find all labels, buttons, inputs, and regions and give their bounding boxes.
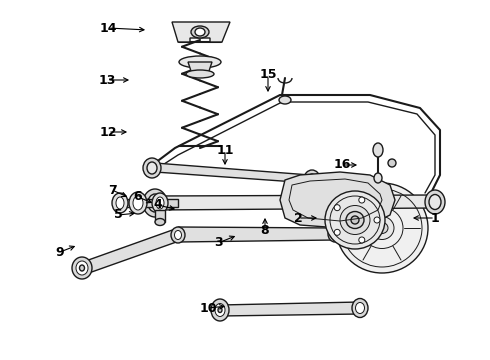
Ellipse shape — [112, 193, 128, 213]
Polygon shape — [220, 302, 360, 316]
Polygon shape — [155, 195, 435, 210]
Ellipse shape — [72, 257, 92, 279]
Text: 9: 9 — [56, 246, 64, 258]
Ellipse shape — [116, 197, 124, 209]
Circle shape — [374, 217, 380, 223]
Ellipse shape — [279, 96, 291, 104]
Polygon shape — [115, 199, 178, 207]
Polygon shape — [80, 228, 182, 274]
Ellipse shape — [373, 143, 383, 157]
Ellipse shape — [370, 216, 394, 239]
Ellipse shape — [332, 230, 339, 238]
Ellipse shape — [425, 190, 445, 214]
Polygon shape — [155, 210, 165, 222]
Ellipse shape — [152, 193, 168, 213]
Ellipse shape — [156, 197, 164, 209]
Ellipse shape — [171, 227, 185, 243]
Ellipse shape — [352, 298, 368, 318]
Polygon shape — [280, 172, 395, 228]
Ellipse shape — [76, 261, 88, 275]
Ellipse shape — [328, 226, 342, 242]
Circle shape — [359, 237, 365, 243]
Circle shape — [359, 197, 365, 203]
Text: 8: 8 — [261, 224, 270, 237]
Ellipse shape — [191, 26, 209, 38]
Ellipse shape — [186, 70, 214, 78]
Ellipse shape — [148, 194, 162, 212]
Ellipse shape — [325, 191, 385, 249]
Polygon shape — [155, 163, 310, 183]
Ellipse shape — [218, 307, 222, 312]
Text: 11: 11 — [216, 144, 234, 157]
Text: 3: 3 — [214, 237, 222, 249]
Text: 1: 1 — [431, 211, 440, 225]
Circle shape — [388, 159, 396, 167]
Text: 6: 6 — [134, 190, 142, 203]
Ellipse shape — [143, 189, 167, 217]
Text: 14: 14 — [99, 22, 117, 35]
Ellipse shape — [340, 206, 370, 234]
Ellipse shape — [155, 219, 165, 225]
Text: 13: 13 — [98, 73, 116, 86]
Ellipse shape — [356, 302, 365, 314]
Ellipse shape — [147, 162, 157, 174]
Text: 5: 5 — [114, 208, 122, 221]
Ellipse shape — [308, 174, 316, 184]
Ellipse shape — [79, 265, 84, 271]
Text: 12: 12 — [99, 126, 117, 139]
Ellipse shape — [304, 170, 320, 188]
Ellipse shape — [374, 173, 382, 183]
Ellipse shape — [152, 199, 158, 207]
Ellipse shape — [336, 183, 428, 273]
Polygon shape — [178, 227, 335, 242]
Ellipse shape — [195, 28, 205, 36]
Text: 10: 10 — [199, 302, 217, 315]
Ellipse shape — [133, 196, 143, 210]
Ellipse shape — [211, 299, 229, 321]
Ellipse shape — [346, 211, 364, 229]
Ellipse shape — [376, 222, 388, 234]
Text: 7: 7 — [108, 184, 117, 197]
Ellipse shape — [215, 303, 225, 316]
Ellipse shape — [143, 158, 161, 178]
Text: 16: 16 — [333, 158, 351, 171]
Text: 2: 2 — [294, 211, 302, 225]
Circle shape — [334, 204, 340, 211]
Polygon shape — [172, 22, 230, 42]
Circle shape — [334, 229, 340, 235]
Text: 15: 15 — [259, 68, 277, 81]
Ellipse shape — [351, 216, 359, 224]
Polygon shape — [188, 62, 212, 74]
Ellipse shape — [174, 230, 181, 239]
Ellipse shape — [179, 56, 221, 68]
Ellipse shape — [129, 192, 147, 214]
Ellipse shape — [429, 194, 441, 210]
Text: 4: 4 — [154, 198, 162, 211]
